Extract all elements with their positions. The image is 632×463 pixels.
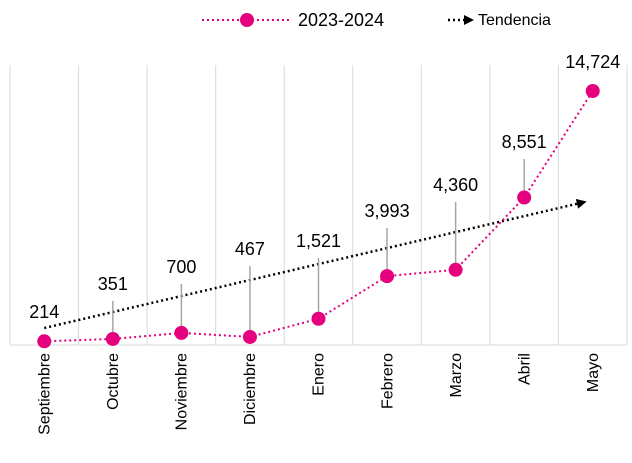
data-label: 8,551 bbox=[502, 132, 547, 152]
x-tick-label: Mayo bbox=[585, 353, 602, 392]
x-tick-label: Octubre bbox=[105, 353, 122, 410]
x-tick-label: Enero bbox=[311, 353, 328, 396]
data-point bbox=[585, 84, 600, 98]
data-point bbox=[174, 325, 189, 340]
x-tick-label: Diciembre bbox=[242, 353, 259, 425]
data-label: 3,993 bbox=[365, 201, 410, 221]
legend-marker bbox=[240, 13, 254, 27]
x-tick-label: Septiembre bbox=[36, 353, 53, 435]
x-tick-label: Noviembre bbox=[174, 353, 191, 430]
data-point bbox=[311, 311, 326, 326]
data-label: 351 bbox=[98, 274, 128, 294]
data-label: 467 bbox=[235, 239, 265, 259]
legend-label: 2023-2024 bbox=[298, 10, 384, 30]
data-label: 700 bbox=[166, 257, 196, 277]
legend-label: Tendencia bbox=[478, 12, 551, 29]
trend-line bbox=[43, 198, 587, 330]
data-label: 1,521 bbox=[296, 231, 341, 251]
x-tick-label: Marzo bbox=[448, 353, 465, 398]
x-tick-label: Febrero bbox=[379, 353, 396, 409]
x-tick-label: Abril bbox=[516, 353, 533, 385]
data-point bbox=[37, 334, 52, 349]
data-point bbox=[105, 331, 120, 346]
series-line bbox=[44, 90, 594, 343]
data-point bbox=[242, 329, 257, 344]
data-point bbox=[448, 262, 463, 277]
data-point bbox=[380, 269, 395, 284]
data-label: 214 bbox=[29, 302, 59, 322]
data-label: 4,360 bbox=[433, 175, 478, 195]
data-point bbox=[517, 190, 532, 205]
data-label: 14,724 bbox=[565, 52, 620, 72]
